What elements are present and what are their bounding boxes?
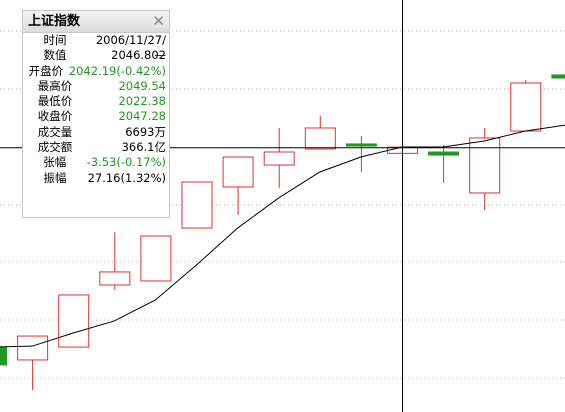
row-value: 2006/11/27/— — [95, 33, 166, 63]
row-value: 2049.54 — [118, 78, 166, 93]
close-button[interactable]: ✕ — [152, 12, 165, 30]
candle-body — [428, 151, 460, 156]
panel-row: 张幅 -3.53(-0.17%) — [23, 155, 169, 170]
row-label: 成交额 — [37, 140, 73, 155]
panel-row: 收盘价 2047.28 — [23, 109, 169, 124]
panel-row: 最高价 2049.54 — [23, 79, 169, 94]
row-label: 数值 — [43, 48, 67, 63]
candle-body — [304, 127, 336, 150]
row-value: 2022.38 — [118, 94, 166, 109]
row-value: 2046.802 — [111, 48, 166, 63]
panel-rows: 时间 2006/11/27/— 数值 2046.802 开盘价 2042.19(-0.42… — [23, 33, 169, 186]
candle-body — [222, 156, 254, 188]
row-value: 6693万 — [125, 124, 166, 139]
row-value: 27.16(1.32%) — [87, 170, 166, 185]
row-label: 最高价 — [37, 78, 73, 93]
row-label: 振幅 — [43, 170, 67, 185]
candle-body — [99, 271, 131, 286]
info-panel: 上证指数 ✕ 时间 2006/11/27/— 数值 2046.802 开盘价 2042.19… — [22, 10, 170, 218]
candle-body — [263, 151, 295, 166]
panel-title-bar: 上证指数 ✕ — [23, 11, 169, 33]
row-label: 开盘价 — [28, 63, 64, 78]
panel-row: 最低价 2022.38 — [23, 94, 169, 109]
panel-row: 时间 2006/11/27/— — [23, 33, 169, 63]
row-label: 收盘价 — [37, 109, 73, 124]
candle-body — [551, 74, 565, 79]
panel-row: 振幅 27.16(1.32%) — [23, 171, 169, 186]
panel-row: 数值 2046.802 — [23, 48, 169, 63]
row-value: -3.53(-0.17%) — [86, 155, 166, 170]
panel-title: 上证指数 — [28, 14, 81, 29]
panel-row: 成交量 6693万 — [23, 125, 169, 140]
moving-average — [0, 124, 565, 348]
panel-row: 成交额 366.1亿 — [23, 140, 169, 155]
candle-body — [469, 137, 501, 194]
row-value: 2047.28 — [118, 109, 166, 124]
candle-body — [345, 143, 377, 147]
row-label: 张幅 — [43, 155, 67, 170]
candle-body — [510, 82, 542, 132]
candle-body — [140, 235, 172, 282]
candle-body — [17, 335, 49, 361]
row-label: 时间 — [43, 33, 67, 47]
candle-body — [181, 181, 213, 229]
candle-body — [0, 346, 7, 366]
candle-body — [58, 294, 90, 348]
row-label: 成交量 — [37, 124, 73, 139]
row-value: 2042.19(-0.42%) — [68, 63, 166, 78]
row-value: 366.1亿 — [121, 140, 166, 155]
row-label: 最低价 — [37, 94, 73, 109]
panel-row: 开盘价 2042.19(-0.42%) — [23, 64, 169, 79]
